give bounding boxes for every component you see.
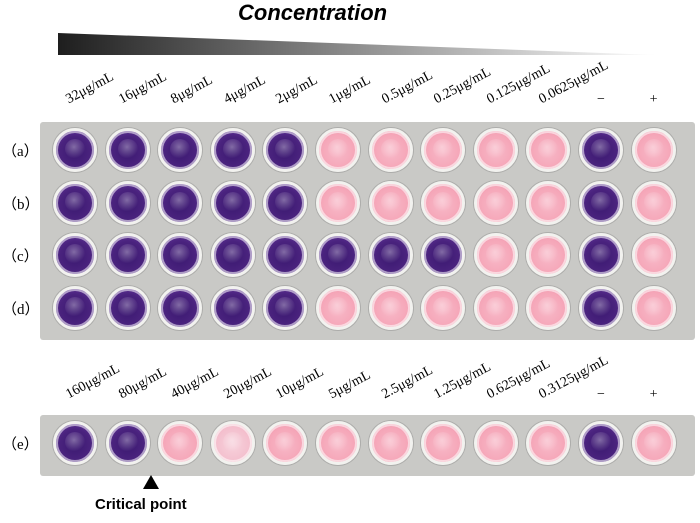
top-concentration-label: 32μg/mL	[63, 69, 117, 108]
well-purple	[210, 285, 255, 330]
well-purple	[579, 128, 623, 172]
well-pink	[316, 128, 360, 172]
bottom-concentration-label: 80μg/mL	[116, 364, 169, 403]
well-pink	[316, 421, 360, 465]
top-row-label: （c）	[2, 249, 39, 265]
critical-point-label: Critical point	[95, 496, 187, 513]
well-pink	[421, 128, 466, 172]
well-purple	[263, 128, 308, 172]
well-purple	[368, 233, 413, 277]
top-concentration-label: 16μg/mL	[116, 69, 169, 108]
top-concentration-label: −	[597, 92, 605, 107]
top-concentration-label: +	[649, 92, 658, 107]
well-purple	[579, 233, 623, 277]
top-row-label: （d）	[2, 301, 40, 318]
well-purple	[263, 285, 308, 330]
well-purple	[105, 421, 150, 465]
bottom-concentration-label: −	[597, 387, 605, 402]
well-pink	[421, 285, 466, 330]
well-pink	[631, 285, 676, 330]
top-row-label: （b）	[2, 196, 40, 213]
well-pink	[473, 285, 518, 330]
well-pink	[526, 285, 571, 330]
well-pink	[316, 180, 360, 225]
well-purple	[53, 285, 97, 330]
well-pink	[473, 128, 518, 172]
well-purple	[158, 180, 203, 225]
well-purple	[105, 285, 150, 330]
well-purple	[53, 180, 97, 225]
bottom-concentration-label: 10μg/mL	[273, 364, 327, 403]
well-pink	[421, 180, 466, 225]
well-pink	[526, 233, 571, 277]
well-pink	[631, 233, 676, 277]
well-pink	[316, 285, 360, 330]
well-pink	[526, 180, 571, 225]
well-pink	[631, 128, 676, 172]
bottom-concentration-label: 1.25μg/mL	[431, 359, 494, 403]
critical-point-arrow-icon	[143, 475, 159, 489]
well-pink	[631, 421, 676, 465]
well-pink	[631, 180, 676, 225]
top-row-label: （a）	[2, 144, 39, 160]
bottom-concentration-label: +	[649, 387, 658, 402]
top-concentration-label: 8μg/mL	[168, 72, 216, 108]
well-pink	[158, 421, 203, 465]
well-purple	[105, 180, 150, 225]
well-pink	[473, 233, 518, 277]
bottom-concentration-label: 2.5μg/mL	[379, 362, 435, 403]
bottom-concentration-label: 40μg/mL	[168, 364, 222, 403]
well-pink	[473, 421, 518, 465]
well-pink	[526, 128, 571, 172]
bottom-concentration-label: 160μg/mL	[63, 361, 123, 403]
concentration-gradient-bar	[58, 33, 658, 55]
well-pink	[368, 180, 413, 225]
well-pink	[473, 180, 518, 225]
well-purple	[316, 233, 360, 277]
bottom-concentration-label: 5μg/mL	[326, 367, 374, 403]
well-purple	[263, 233, 308, 277]
top-concentration-label: 4μg/mL	[221, 72, 268, 108]
figure-title: Concentration	[238, 0, 388, 25]
well-purple	[210, 180, 255, 225]
well-light_pink	[210, 421, 255, 465]
bottom-row-label: （e）	[2, 437, 39, 453]
well-purple	[210, 233, 255, 277]
well-purple	[263, 180, 308, 225]
well-purple	[579, 421, 623, 465]
well-purple	[53, 421, 97, 465]
well-purple	[105, 233, 150, 277]
well-pink	[263, 421, 308, 465]
well-purple	[210, 128, 255, 172]
well-purple	[158, 285, 203, 330]
well-pink	[368, 128, 413, 172]
well-purple	[421, 233, 466, 277]
top-concentration-label: 0.5μg/mL	[379, 67, 435, 108]
well-purple	[158, 233, 203, 277]
well-pink	[421, 421, 466, 465]
well-purple	[579, 180, 623, 225]
top-concentration-label: 1μg/mL	[326, 72, 374, 108]
well-purple	[579, 285, 623, 330]
well-purple	[105, 128, 150, 172]
top-concentration-label: 2μg/mL	[273, 72, 321, 108]
top-concentration-label: 0.25μg/mL	[431, 64, 494, 108]
well-purple	[53, 233, 97, 277]
well-purple	[53, 128, 97, 172]
well-pink	[368, 285, 413, 330]
bottom-concentration-label: 20μg/mL	[221, 364, 275, 403]
well-pink	[368, 421, 413, 465]
well-purple	[158, 128, 203, 172]
well-pink	[526, 421, 571, 465]
